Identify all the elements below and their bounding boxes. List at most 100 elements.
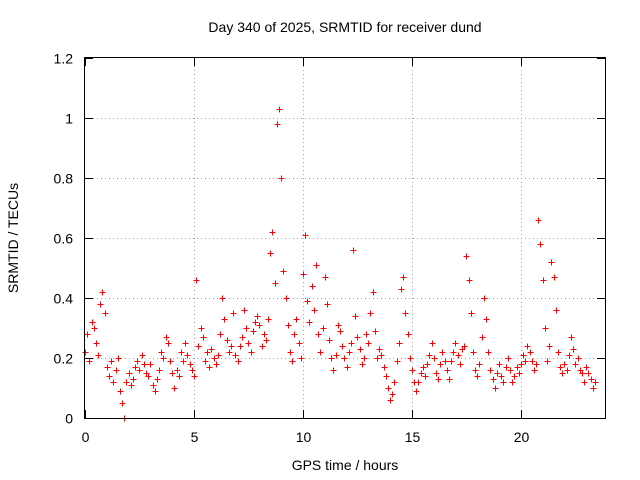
data-point	[585, 370, 592, 377]
data-point	[500, 379, 507, 386]
x-tick-label: 5	[191, 429, 199, 445]
data-point	[217, 331, 224, 338]
data-point	[337, 328, 344, 335]
data-point	[263, 337, 270, 344]
data-point	[93, 340, 100, 347]
data-point	[568, 334, 575, 341]
data-point	[509, 379, 516, 386]
data-point	[485, 349, 492, 356]
data-point	[226, 349, 233, 356]
data-point	[317, 349, 324, 356]
data-point	[213, 361, 220, 368]
data-point	[167, 358, 174, 365]
data-point	[400, 274, 407, 281]
data-point	[448, 358, 455, 365]
data-point	[535, 217, 542, 224]
data-point	[385, 385, 392, 392]
data-point	[147, 361, 154, 368]
data-point	[106, 373, 113, 380]
data-point	[590, 385, 597, 392]
data-point	[422, 373, 429, 380]
data-point	[559, 370, 566, 377]
data-point	[481, 295, 488, 302]
data-point	[413, 388, 420, 395]
data-point	[588, 376, 595, 383]
data-point	[531, 367, 538, 374]
data-point	[150, 382, 157, 389]
data-point	[372, 328, 379, 335]
data-point	[278, 175, 285, 182]
data-point	[546, 343, 553, 350]
data-point	[228, 343, 235, 350]
data-point	[165, 340, 172, 347]
data-point	[389, 391, 396, 398]
data-point	[136, 367, 143, 374]
data-point	[507, 367, 514, 374]
data-point	[174, 367, 181, 374]
data-point	[463, 253, 470, 260]
data-point	[152, 388, 159, 395]
data-point	[123, 379, 130, 386]
data-point	[522, 358, 529, 365]
data-point	[119, 400, 126, 407]
x-tick-label: 20	[514, 429, 530, 445]
data-point	[176, 373, 183, 380]
data-point	[171, 385, 178, 392]
data-point	[468, 310, 475, 317]
data-point	[269, 229, 276, 236]
data-point	[402, 310, 409, 317]
data-point	[211, 355, 218, 362]
data-point	[178, 349, 185, 356]
data-point	[527, 349, 534, 356]
data-point	[302, 232, 309, 239]
data-point	[91, 325, 98, 332]
data-point	[398, 286, 405, 293]
x-tick-label: 15	[405, 429, 421, 445]
data-point	[276, 106, 283, 113]
y-tick-label: 1.2	[54, 51, 74, 67]
data-point	[557, 364, 564, 371]
data-point	[97, 301, 104, 308]
x-tick-label: 0	[82, 429, 90, 445]
x-axis-label: GPS time / hours	[292, 457, 399, 473]
data-point	[487, 367, 494, 374]
data-point	[304, 298, 311, 305]
data-point	[561, 361, 568, 368]
data-point	[575, 355, 582, 362]
data-point	[335, 322, 342, 329]
data-point	[311, 307, 318, 314]
data-point	[320, 325, 327, 332]
data-point	[381, 364, 388, 371]
data-point	[365, 340, 372, 347]
data-point	[446, 376, 453, 383]
data-point	[396, 340, 403, 347]
data-point	[544, 358, 551, 365]
data-point	[367, 310, 374, 317]
data-point	[357, 346, 364, 353]
data-point	[200, 334, 207, 341]
data-point	[479, 334, 486, 341]
data-point	[433, 370, 440, 377]
data-point	[511, 373, 518, 380]
data-point	[555, 349, 562, 356]
data-point	[283, 295, 290, 302]
data-point	[514, 364, 521, 371]
data-point	[182, 340, 189, 347]
data-point	[115, 355, 122, 362]
data-point	[280, 268, 287, 275]
data-point	[455, 352, 462, 359]
data-point	[383, 373, 390, 380]
data-point	[189, 367, 196, 374]
data-point	[259, 343, 266, 350]
data-point	[82, 349, 89, 356]
data-point	[326, 337, 333, 344]
data-point	[492, 385, 499, 392]
data-point	[566, 352, 573, 359]
data-point	[102, 310, 109, 317]
data-point	[169, 370, 176, 377]
data-point	[267, 250, 274, 257]
data-point	[474, 373, 481, 380]
data-point	[156, 367, 163, 374]
data-point	[248, 349, 255, 356]
